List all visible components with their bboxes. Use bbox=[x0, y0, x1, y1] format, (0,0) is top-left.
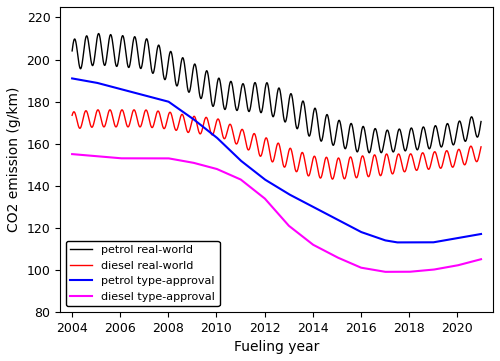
diesel real-world bbox=[226, 123, 232, 127]
petrol real-world bbox=[304, 122, 310, 126]
Y-axis label: CO2 emission (g/km): CO2 emission (g/km) bbox=[7, 87, 21, 232]
diesel real-world bbox=[69, 113, 75, 117]
Legend: petrol real-world, diesel real-world, petrol type-approval, diesel type-approval: petrol real-world, diesel real-world, pe… bbox=[66, 241, 220, 306]
petrol type-approval bbox=[304, 201, 310, 206]
Line: diesel real-world: diesel real-world bbox=[72, 110, 481, 179]
diesel type-approval bbox=[420, 269, 426, 273]
diesel type-approval bbox=[400, 270, 406, 274]
diesel type-approval bbox=[69, 152, 75, 156]
petrol real-world bbox=[96, 31, 102, 36]
diesel type-approval bbox=[478, 257, 484, 261]
diesel type-approval bbox=[298, 234, 304, 238]
petrol type-approval bbox=[394, 240, 400, 244]
petrol type-approval bbox=[205, 129, 211, 133]
petrol type-approval bbox=[298, 199, 304, 203]
diesel real-world bbox=[330, 177, 336, 181]
diesel type-approval bbox=[382, 270, 388, 274]
petrol type-approval bbox=[420, 240, 426, 244]
petrol real-world bbox=[478, 119, 484, 124]
diesel real-world bbox=[95, 108, 101, 112]
diesel real-world bbox=[400, 168, 406, 172]
petrol real-world bbox=[69, 49, 75, 53]
petrol real-world bbox=[226, 83, 232, 88]
petrol real-world bbox=[400, 143, 406, 147]
petrol type-approval bbox=[226, 147, 232, 152]
petrol real-world bbox=[366, 151, 372, 155]
petrol type-approval bbox=[478, 232, 484, 236]
diesel real-world bbox=[478, 145, 484, 149]
petrol real-world bbox=[206, 74, 212, 78]
Line: petrol real-world: petrol real-world bbox=[72, 34, 481, 153]
diesel real-world bbox=[304, 169, 310, 174]
X-axis label: Fueling year: Fueling year bbox=[234, 340, 320, 354]
petrol type-approval bbox=[400, 240, 406, 244]
diesel real-world bbox=[298, 151, 304, 155]
diesel real-world bbox=[420, 151, 426, 155]
diesel type-approval bbox=[226, 172, 232, 177]
diesel type-approval bbox=[304, 238, 310, 242]
Line: petrol type-approval: petrol type-approval bbox=[72, 78, 481, 242]
petrol real-world bbox=[298, 102, 304, 106]
diesel type-approval bbox=[205, 165, 211, 169]
petrol type-approval bbox=[69, 76, 75, 81]
Line: diesel type-approval: diesel type-approval bbox=[72, 154, 481, 272]
diesel real-world bbox=[206, 120, 212, 125]
petrol real-world bbox=[420, 126, 426, 130]
